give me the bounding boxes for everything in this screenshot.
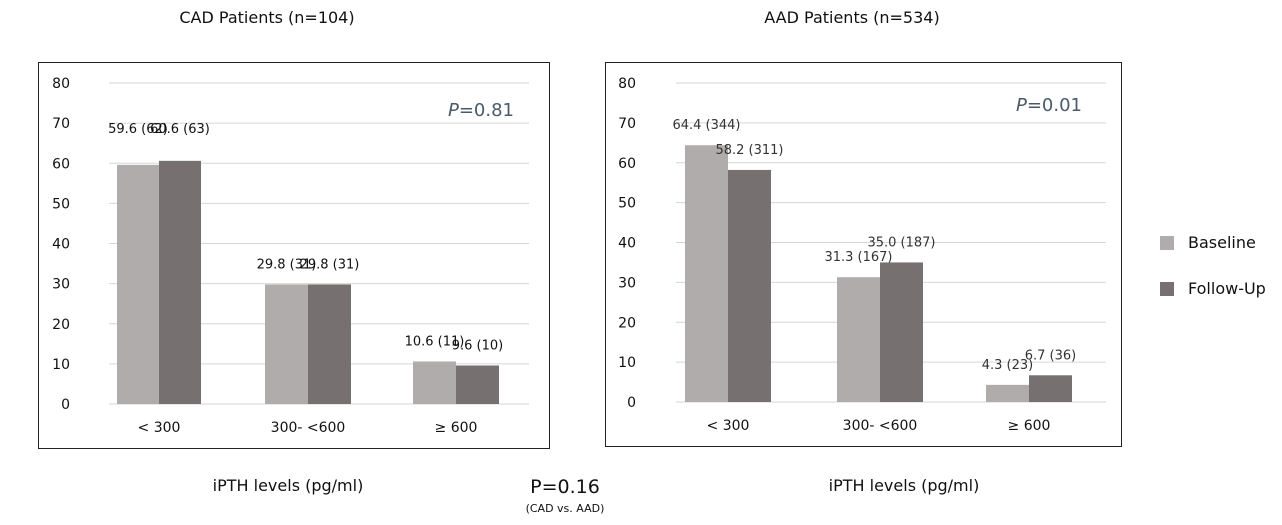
bar-baseline: [986, 384, 1029, 402]
bar-baseline: [265, 284, 308, 404]
x-axis-title-cad: iPTH levels (pg/ml): [212, 476, 364, 495]
y-tick-label: 50: [52, 196, 70, 212]
y-tick-label: 20: [52, 317, 70, 333]
y-tick-label: 10: [618, 355, 636, 371]
data-label: 10.6 (11): [405, 334, 465, 349]
chart-title-aad: AAD Patients (n=534): [764, 8, 940, 27]
bar-baseline: [685, 145, 728, 402]
bar-followup: [308, 284, 351, 404]
pvalue-number: =0.81: [459, 100, 514, 121]
legend-item-baseline: Baseline: [1160, 233, 1256, 252]
y-tick-label: 40: [52, 237, 70, 253]
x-tick-label: < 300: [707, 418, 750, 434]
bar-followup: [1029, 375, 1072, 402]
bar-followup: [880, 262, 923, 402]
x-tick-label: < 300: [138, 420, 181, 436]
bar-followup: [456, 365, 499, 404]
data-label: 31.3 (167): [824, 250, 892, 265]
legend-swatch-followup: [1160, 281, 1174, 296]
pvalue-annotation: P=0.01: [1016, 95, 1082, 116]
x-tick-label: ≥ 600: [1008, 418, 1051, 434]
bar-followup: [728, 169, 771, 402]
pvalue-number: =0.01: [1027, 95, 1082, 116]
data-label: 64.4 (344): [672, 118, 740, 133]
data-label: 58.2 (311): [715, 143, 783, 158]
data-label: 4.3 (23): [982, 358, 1034, 373]
data-label: 35.0 (187): [867, 235, 935, 250]
bar-baseline: [413, 361, 456, 404]
y-tick-label: 20: [618, 315, 636, 331]
x-axis-title-aad: iPTH levels (pg/ml): [828, 476, 980, 495]
y-tick-label: 80: [52, 76, 70, 92]
comparison-pvalue: P=0.16 (CAD vs. AAD): [505, 476, 625, 515]
data-label: 60.6 (63): [150, 122, 210, 137]
bar-baseline: [837, 277, 880, 402]
legend-label-baseline: Baseline: [1188, 233, 1256, 252]
data-label: 6.7 (36): [1025, 348, 1077, 363]
y-tick-label: 70: [618, 116, 636, 132]
data-label: 29.8 (31): [257, 257, 317, 272]
comparison-pvalue-value: P=0.16: [530, 476, 600, 498]
y-tick-label: 70: [52, 116, 70, 132]
y-tick-label: 30: [618, 275, 636, 291]
legend-label-followup: Follow-Up: [1188, 279, 1266, 298]
x-tick-label: ≥ 600: [435, 420, 478, 436]
x-tick-label: 300- <600: [271, 420, 346, 436]
y-tick-label: 60: [618, 156, 636, 172]
data-label: 59.6 (62): [108, 122, 168, 137]
data-label: 9.6 (10): [452, 338, 504, 353]
y-tick-label: 60: [52, 156, 70, 172]
pvalue-annotation: P=0.81: [448, 100, 514, 121]
y-tick-label: 10: [52, 357, 70, 373]
x-tick-label: 300- <600: [843, 418, 918, 434]
y-tick-label: 0: [61, 397, 70, 413]
y-tick-label: 30: [52, 277, 70, 293]
y-tick-label: 50: [618, 196, 636, 212]
y-tick-label: 40: [618, 236, 636, 252]
chart-title-cad: CAD Patients (n=104): [179, 8, 355, 27]
comparison-pvalue-note: (CAD vs. AAD): [525, 502, 605, 515]
pvalue-letter: P: [1016, 95, 1027, 116]
bar-followup: [159, 160, 201, 404]
legend-swatch-baseline: [1160, 235, 1174, 250]
legend-item-followup: Follow-Up: [1160, 279, 1266, 298]
bar-baseline: [117, 164, 159, 404]
pvalue-letter: P: [448, 100, 459, 121]
y-tick-label: 0: [627, 395, 636, 411]
y-tick-label: 80: [618, 76, 636, 92]
data-label: 29.8 (31): [300, 257, 360, 272]
